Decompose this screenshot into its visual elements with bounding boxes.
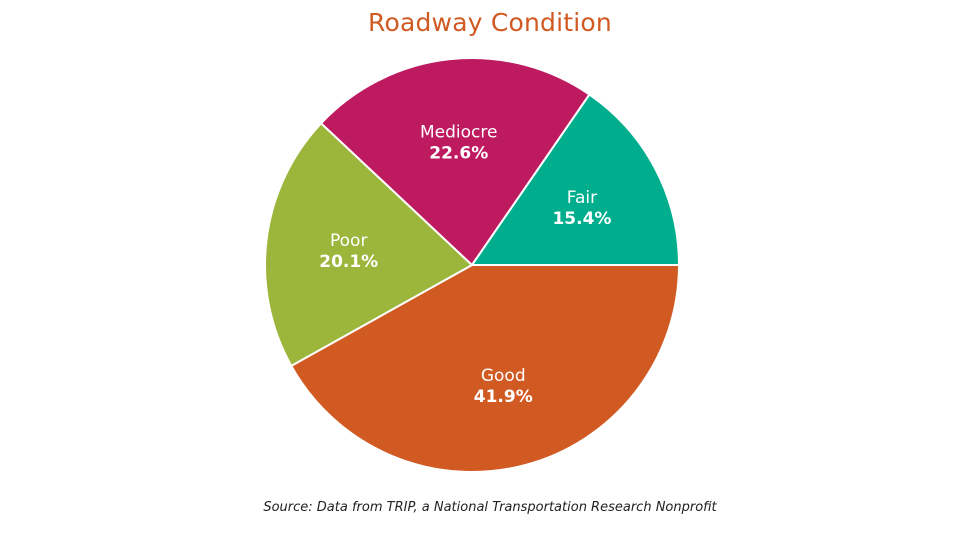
pie-slice-fair <box>470 93 681 266</box>
slice-value-good: 41.9% <box>474 387 533 407</box>
slice-label-poor: Poor <box>330 231 367 251</box>
slice-value-poor: 20.1% <box>319 252 378 272</box>
slice-label-fair: Fair <box>567 188 597 208</box>
chart-source-note: Source: Data from TRIP, a National Trans… <box>263 500 717 515</box>
pie-slice-poor <box>264 121 474 368</box>
slice-value-fair: 15.4% <box>552 209 611 229</box>
pie-slice-mediocre <box>319 57 591 267</box>
slice-label-good: Good <box>481 366 526 386</box>
chart-title: Roadway Condition <box>368 8 612 37</box>
pie-slice-good <box>289 264 681 473</box>
slice-label-mediocre: Mediocre <box>420 123 497 143</box>
slice-value-mediocre: 22.6% <box>429 144 488 164</box>
